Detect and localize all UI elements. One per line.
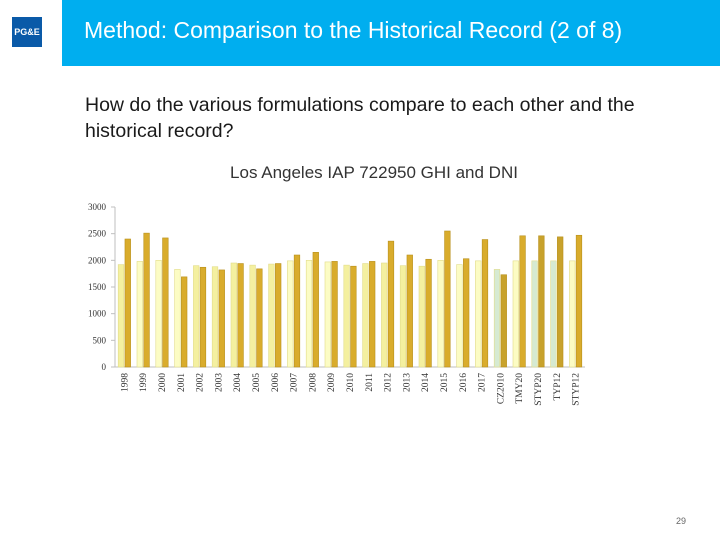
x-tick-label: 2015 xyxy=(440,373,450,392)
y-tick-label: 0 xyxy=(102,362,107,372)
bar-a xyxy=(418,265,425,368)
bar-a xyxy=(456,264,463,368)
bar-a xyxy=(475,260,482,368)
bar-a xyxy=(117,264,125,368)
bar-a xyxy=(381,262,388,368)
bar-b xyxy=(519,235,526,368)
bar-b xyxy=(181,276,188,368)
bar-a xyxy=(343,264,350,368)
bar-b xyxy=(463,258,470,368)
y-tick-label: 500 xyxy=(93,335,107,345)
x-tick-label: 2009 xyxy=(327,373,337,392)
bar-a xyxy=(493,269,501,368)
x-tick-label: 2014 xyxy=(421,373,431,392)
x-tick-label: 2002 xyxy=(196,373,206,392)
slide-title: Method: Comparison to the Historical Rec… xyxy=(84,17,623,43)
x-tick-label: 2004 xyxy=(233,373,243,392)
bar-b xyxy=(425,258,432,368)
bar-a xyxy=(550,260,557,368)
x-tick-label: 2005 xyxy=(252,373,262,392)
chart-title: Los Angeles IAP 722950 GHI and DNI xyxy=(230,163,518,182)
bar-a xyxy=(362,263,369,368)
bar-b xyxy=(350,265,357,368)
bar-a xyxy=(136,261,143,368)
page-number: 29 xyxy=(675,516,686,526)
x-tick-label: 1999 xyxy=(139,373,149,392)
bar-b xyxy=(444,230,451,368)
x-tick-label: STYP20 xyxy=(534,373,544,406)
bar-b xyxy=(369,261,376,368)
bar-a xyxy=(174,269,181,368)
x-tick-label: 2017 xyxy=(478,373,488,392)
bar-b xyxy=(293,254,301,368)
bar-a xyxy=(155,260,162,368)
bar-b xyxy=(500,274,507,368)
y-tick-label: 2000 xyxy=(88,255,107,265)
bar-a xyxy=(268,263,275,368)
x-tick-label: CZ2010 xyxy=(496,373,506,404)
logo-box: PG&E xyxy=(0,0,65,66)
bar-a xyxy=(531,260,538,368)
bar-a xyxy=(437,260,444,368)
bar-b xyxy=(162,237,169,368)
bar-a xyxy=(399,265,407,368)
bar-a xyxy=(211,266,219,368)
x-tick-label: 2001 xyxy=(177,373,187,392)
x-tick-label: 2007 xyxy=(290,373,300,392)
y-tick-label: 2500 xyxy=(88,229,107,239)
bar-a xyxy=(193,265,200,368)
bar-b xyxy=(275,263,282,368)
y-tick-label: 3000 xyxy=(88,202,107,212)
bar-a xyxy=(305,260,313,368)
bar-b xyxy=(143,232,150,368)
bar-b xyxy=(256,268,263,368)
bar-b xyxy=(481,239,489,368)
bar-a xyxy=(249,264,256,368)
x-tick-label: 2006 xyxy=(271,373,281,392)
bar-a xyxy=(512,260,519,368)
bar-b xyxy=(199,266,207,368)
header-bar: PG&E Method: Comparison to the Historica… xyxy=(0,0,720,66)
pge-logo: PG&E xyxy=(12,17,42,47)
x-tick-label: TYP12 xyxy=(553,373,563,401)
bar-a xyxy=(324,261,331,368)
bar-b xyxy=(237,263,244,368)
x-tick-label: STYP12 xyxy=(572,373,582,406)
x-tick-label: 2013 xyxy=(402,373,412,392)
bar-b xyxy=(406,254,413,368)
x-tick-label: 2012 xyxy=(384,373,394,392)
x-tick-label: 2003 xyxy=(214,373,224,392)
y-tick-label: 1000 xyxy=(88,309,107,319)
x-tick-label: 2011 xyxy=(365,373,375,392)
bar-b xyxy=(575,234,583,368)
bar-b xyxy=(538,235,545,368)
bar-a xyxy=(230,262,237,368)
x-tick-label: 1998 xyxy=(120,373,130,392)
x-tick-label: 2008 xyxy=(308,373,318,392)
bar-b xyxy=(218,269,225,368)
question-text: How do the various formulations compare … xyxy=(85,94,635,142)
bar-a xyxy=(287,260,294,368)
x-tick-label: 2010 xyxy=(346,373,356,392)
bar-a xyxy=(569,260,576,368)
bar-b xyxy=(312,252,319,368)
bar-b xyxy=(124,238,131,368)
bar-chart: 0 500 1000 1500 2000 2500 3000 1998 1999 2000 2001… xyxy=(88,202,585,406)
y-tick-label: 1500 xyxy=(88,282,107,292)
x-tick-label: TMY20 xyxy=(515,373,525,404)
x-tick-label: 2000 xyxy=(158,373,168,392)
x-tick-label: 2016 xyxy=(459,373,469,392)
bar-b xyxy=(557,236,564,368)
bar-b xyxy=(387,240,395,368)
bar-b xyxy=(331,261,338,368)
